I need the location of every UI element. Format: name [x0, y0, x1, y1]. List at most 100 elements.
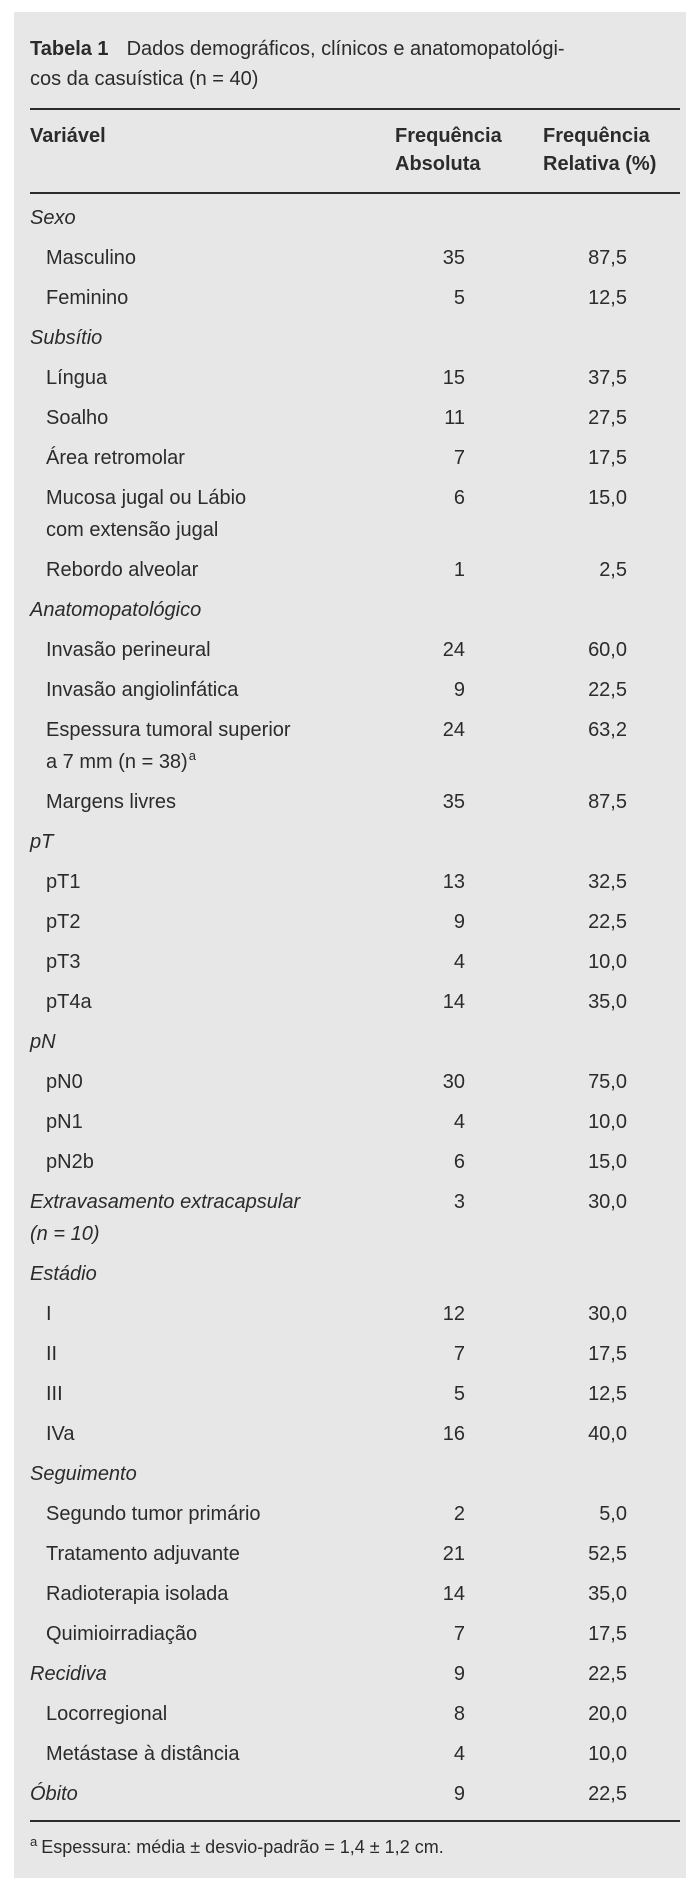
relative-frequency-value: 52,5 — [588, 1543, 627, 1565]
relative-frequency-value: 17,5 — [588, 1343, 627, 1365]
footnote-marker: a — [30, 1834, 38, 1849]
relative-frequency-value — [543, 1254, 680, 1294]
absolute-frequency-value: 12 — [442, 1303, 465, 1325]
absolute-frequency-value: 35 — [442, 791, 465, 813]
table-row: II 7 17,5 — [30, 1334, 680, 1374]
column-header-frequencia-absoluta: Frequência Absoluta — [395, 110, 543, 194]
rule-above-footnote — [30, 1820, 680, 1822]
table-row: Recidiva 9 22,5 — [30, 1654, 680, 1694]
relative-frequency-value: 5,0 — [599, 1503, 627, 1525]
table-body: Sexo Masculino 35 87,5 Feminino 5 12,5 Subsítio… — [30, 193, 680, 1814]
row-label: Radioterapia isolada — [46, 1583, 229, 1605]
relative-frequency-value — [543, 1022, 680, 1062]
row-label: Estádio — [30, 1263, 97, 1285]
row-label: Área retromolar — [46, 447, 185, 469]
table-row: pN0 30 75,0 — [30, 1062, 680, 1102]
row-label: pN0 — [46, 1071, 83, 1093]
column-header-frequencia-relativa: Frequência Relativa (%) — [543, 110, 680, 194]
table-row: Subsítio — [30, 318, 680, 358]
absolute-frequency-value: 7 — [453, 1343, 465, 1365]
rule-below-caption — [30, 108, 680, 110]
table-row: Metástase à distância 4 10,0 — [30, 1734, 680, 1774]
data-table: Variável Frequência Absoluta Frequência … — [30, 110, 680, 1814]
table-row: pN — [30, 1022, 680, 1062]
relative-frequency-value: 75,0 — [588, 1071, 627, 1093]
relative-frequency-value — [543, 1454, 680, 1494]
relative-frequency-value: 87,5 — [588, 791, 627, 813]
table-title: Dados demográficos, clínicos e anatomopa… — [30, 38, 565, 90]
row-label: Margens livres — [46, 791, 177, 813]
absolute-frequency-value: 15 — [442, 367, 465, 389]
row-label: Locorregional — [46, 1703, 168, 1725]
row-label: Feminino — [46, 287, 129, 309]
table-row: Seguimento — [30, 1454, 680, 1494]
row-label: Seguimento — [30, 1463, 137, 1485]
absolute-frequency-value: 7 — [453, 1623, 465, 1645]
table-row: Tratamento adjuvante 21 52,5 — [30, 1534, 680, 1574]
page: Tabela 1 Dados demográficos, clínicos e a… — [0, 12, 700, 1878]
relative-frequency-value: 30,0 — [588, 1191, 627, 1213]
footnote-text: Espessura: média ± desvio-padrão = 1,4 ±… — [41, 1837, 444, 1857]
absolute-frequency-value — [395, 590, 543, 630]
row-label: Tratamento adjuvante — [46, 1543, 240, 1565]
row-label: pN1 — [46, 1111, 83, 1133]
absolute-frequency-value: 3 — [453, 1191, 465, 1213]
row-label: pT — [30, 831, 54, 853]
table-row: Locorregional 8 20,0 — [30, 1694, 680, 1734]
relative-frequency-value: 10,0 — [588, 1743, 627, 1765]
absolute-frequency-value — [395, 1254, 543, 1294]
table-row: pT1 13 32,5 — [30, 862, 680, 902]
relative-frequency-value: 17,5 — [588, 447, 627, 469]
table-row: Área retromolar 7 17,5 — [30, 438, 680, 478]
table-row: Margens livres 35 87,5 — [30, 782, 680, 822]
table-row: IVa 16 40,0 — [30, 1414, 680, 1454]
row-label: Sexo — [30, 207, 76, 229]
absolute-frequency-value: 11 — [444, 407, 465, 429]
relative-frequency-value: 60,0 — [588, 639, 627, 661]
table-row: III 5 12,5 — [30, 1374, 680, 1414]
relative-frequency-value: 63,2 — [588, 719, 627, 741]
table-row: pN1 4 10,0 — [30, 1102, 680, 1142]
superscript-marker: a — [188, 748, 196, 764]
column-header-variavel: Variável — [30, 110, 395, 194]
row-label: Invasão perineural — [46, 639, 211, 661]
table-row: Invasão perineural 24 60,0 — [30, 630, 680, 670]
absolute-frequency-value: 9 — [453, 1663, 465, 1685]
table-row: pN2b 6 15,0 — [30, 1142, 680, 1182]
table-row: Espessura tumoral superior a 7 mm (n = 3… — [30, 710, 680, 782]
relative-frequency-value — [543, 318, 680, 358]
row-label: Extravasamento extracapsular (n = 10) — [30, 1191, 301, 1245]
row-label: Mucosa jugal ou Lábio com extensão jugal — [46, 487, 247, 541]
absolute-frequency-value: 30 — [442, 1071, 465, 1093]
absolute-frequency-value: 7 — [453, 447, 465, 469]
table-row: Óbito 9 22,5 — [30, 1774, 680, 1814]
relative-frequency-value: 15,0 — [588, 1151, 627, 1173]
relative-frequency-value — [543, 193, 680, 238]
row-label: pT1 — [46, 871, 81, 893]
relative-frequency-value: 32,5 — [588, 871, 627, 893]
row-label: IVa — [46, 1423, 75, 1445]
row-label: Masculino — [46, 247, 137, 269]
absolute-frequency-value: 4 — [453, 1111, 465, 1133]
table-row: pT3 4 10,0 — [30, 942, 680, 982]
absolute-frequency-value: 2 — [453, 1503, 465, 1525]
row-label: pT3 — [46, 951, 81, 973]
absolute-frequency-value: 13 — [442, 871, 465, 893]
row-label: Quimioirradiação — [46, 1623, 198, 1645]
relative-frequency-value: 15,0 — [588, 487, 627, 509]
relative-frequency-value: 22,5 — [588, 1663, 627, 1685]
relative-frequency-value: 10,0 — [588, 951, 627, 973]
row-label: Recidiva — [30, 1663, 107, 1685]
relative-frequency-value: 40,0 — [588, 1423, 627, 1445]
absolute-frequency-value: 24 — [442, 639, 465, 661]
row-label: Espessura tumoral superior a 7 mm (n = 3… — [46, 719, 291, 773]
table-row: Segundo tumor primário 2 5,0 — [30, 1494, 680, 1534]
row-label: II — [46, 1343, 58, 1365]
absolute-frequency-value: 21 — [442, 1543, 465, 1565]
absolute-frequency-value — [395, 1454, 543, 1494]
relative-frequency-value: 30,0 — [588, 1303, 627, 1325]
absolute-frequency-value: 14 — [442, 991, 465, 1013]
absolute-frequency-value: 35 — [442, 247, 465, 269]
row-label: Anatomopatológico — [30, 599, 202, 621]
absolute-frequency-value — [395, 1022, 543, 1062]
